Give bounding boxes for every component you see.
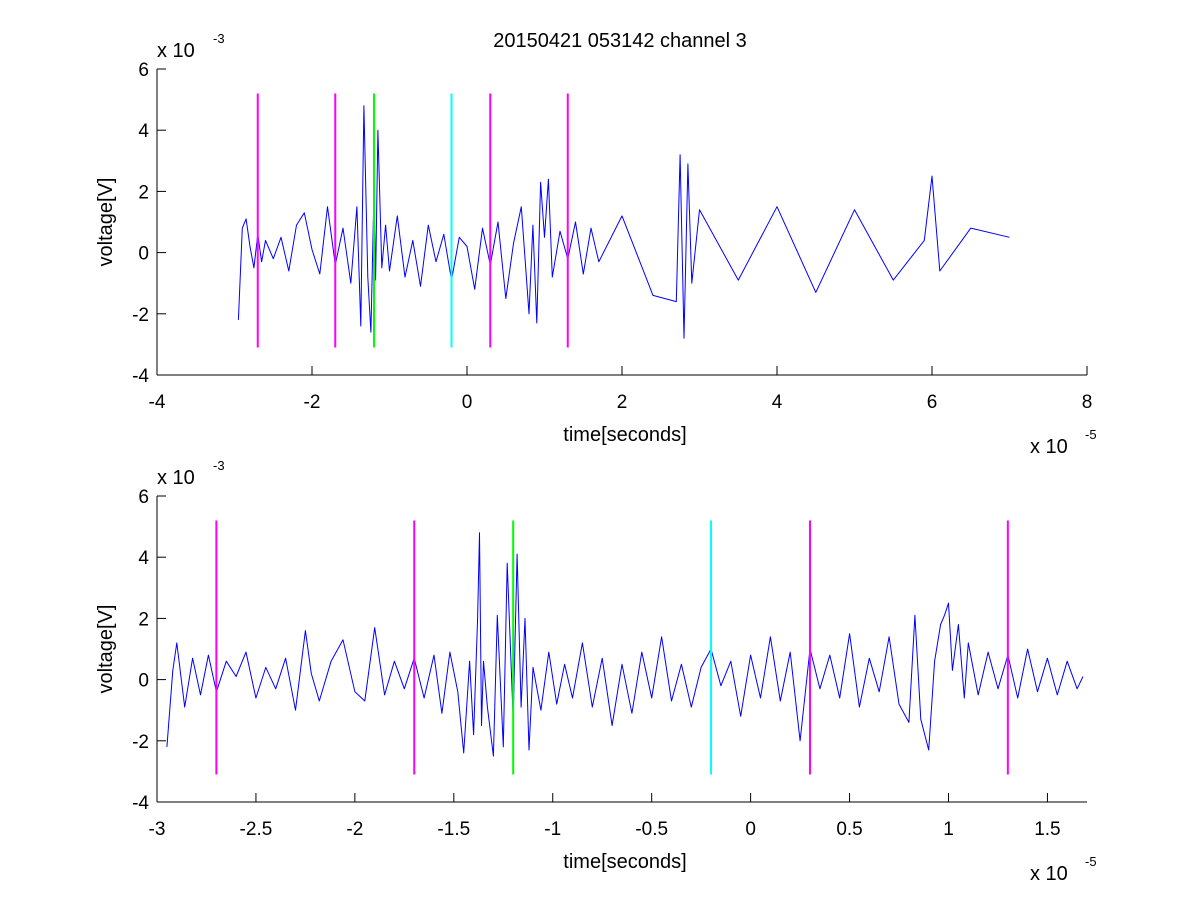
y-tick-label: 4 — [138, 121, 149, 142]
x-tick-label: 1.5 — [1034, 819, 1060, 840]
x-tick-label: 1 — [943, 819, 954, 840]
x-axis-label: time[seconds] — [563, 424, 686, 446]
x-tick-label: -2.5 — [240, 819, 273, 840]
x-tick-label: 2 — [617, 392, 628, 413]
y-exponent-superscript: -3 — [213, 31, 225, 46]
y-tick-label: 2 — [138, 182, 149, 203]
x-exponent-label: x 10 — [1030, 863, 1068, 885]
x-tick-label: -1.5 — [437, 819, 470, 840]
y-tick-label: 6 — [138, 60, 149, 81]
y-tick-label: -4 — [132, 793, 149, 814]
y-tick-label: -4 — [132, 366, 149, 387]
x-tick-label: -2 — [304, 392, 321, 413]
x-tick-label: -4 — [149, 392, 166, 413]
y-axis-label: voltage[V] — [95, 605, 117, 694]
x-exponent-label: x 10 — [1030, 436, 1068, 458]
y-tick-label: 0 — [138, 244, 149, 265]
y-exponent-label: x 10 — [157, 467, 195, 489]
y-exponent-superscript: -3 — [213, 458, 225, 473]
x-tick-label: 0.5 — [836, 819, 862, 840]
figure-title: 20150421 053142 channel 3 — [493, 30, 747, 52]
x-tick-label: -3 — [149, 819, 166, 840]
y-tick-label: 2 — [138, 609, 149, 630]
x-tick-label: -0.5 — [635, 819, 668, 840]
y-tick-label: 6 — [138, 487, 149, 508]
x-axis-label: time[seconds] — [563, 851, 686, 873]
x-tick-label: -1 — [544, 819, 561, 840]
x-tick-label: 8 — [1082, 392, 1093, 413]
signal-trace — [166, 532, 1084, 757]
y-exponent-label: x 10 — [157, 40, 195, 62]
bottom-axes: -4 -2 0 2 4 6 -3 -2.5 -2 -1.5 -1 -0.5 0 0.5 1 1.5 time[s… — [95, 458, 1097, 885]
x-tick-label: 0 — [462, 392, 473, 413]
y-tick-label: 4 — [138, 548, 149, 569]
top-axes: -4 -2 0 2 4 6 -4 -2 0 2 4 6 8 time[seconds] voltage[V]… — [95, 31, 1097, 458]
x-exponent-superscript: -5 — [1085, 427, 1097, 442]
x-exponent-superscript: -5 — [1085, 854, 1097, 869]
y-tick-label: -2 — [132, 305, 149, 326]
x-tick-label: 0 — [745, 819, 756, 840]
y-tick-label: -2 — [132, 732, 149, 753]
y-tick-label: 0 — [138, 671, 149, 692]
x-tick-label: -2 — [346, 819, 363, 840]
signal-trace — [237, 105, 1010, 339]
x-tick-label: 6 — [927, 392, 938, 413]
x-tick-label: 4 — [772, 392, 783, 413]
y-axis-label: voltage[V] — [95, 178, 117, 267]
